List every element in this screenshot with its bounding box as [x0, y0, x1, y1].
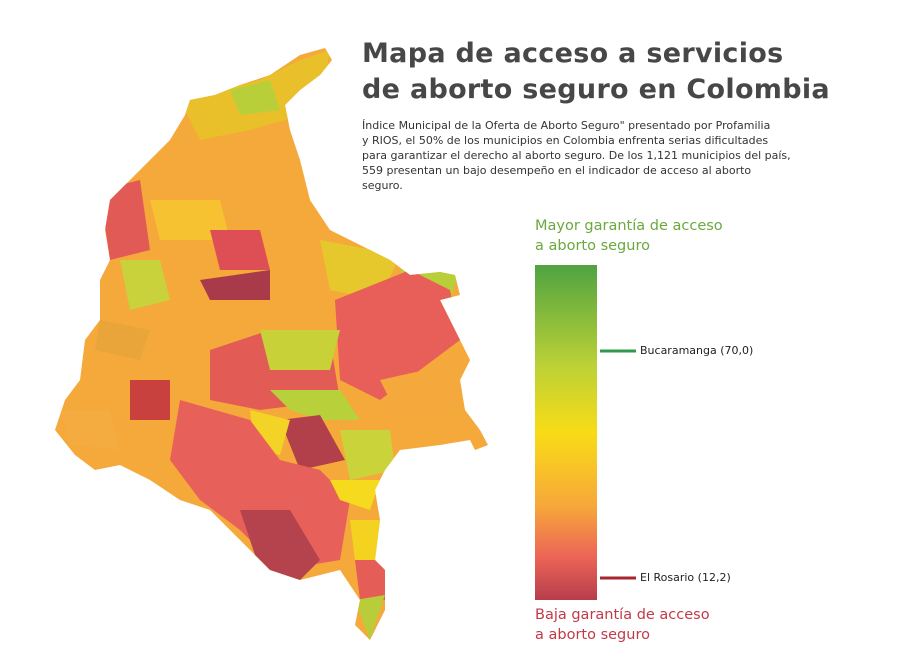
- description: seguro.: [362, 179, 403, 192]
- description: y RIOS, el 50% de los municipios en Colo…: [362, 134, 769, 147]
- color-scale: [535, 265, 597, 600]
- title: de aborto seguro en Colombia: [362, 74, 830, 105]
- marker-label: El Rosario (12,2): [640, 571, 731, 584]
- description: para garantizar el derecho al aborto seg…: [362, 149, 791, 162]
- description: Índice Municipal de la Oferta de Aborto …: [362, 119, 771, 132]
- marker-label: Bucaramanga (70,0): [640, 344, 754, 357]
- description: 559 presentan un bajo desempeño en el in…: [362, 164, 752, 177]
- legend-top-label: Mayor garantía de acceso: [535, 218, 723, 234]
- legend-top-label: a aborto seguro: [535, 238, 650, 254]
- title: Mapa de acceso a servicios: [362, 38, 784, 69]
- legend-bottom-label: a aborto seguro: [535, 627, 650, 643]
- legend-bottom-label: Baja garantía de acceso: [535, 607, 710, 623]
